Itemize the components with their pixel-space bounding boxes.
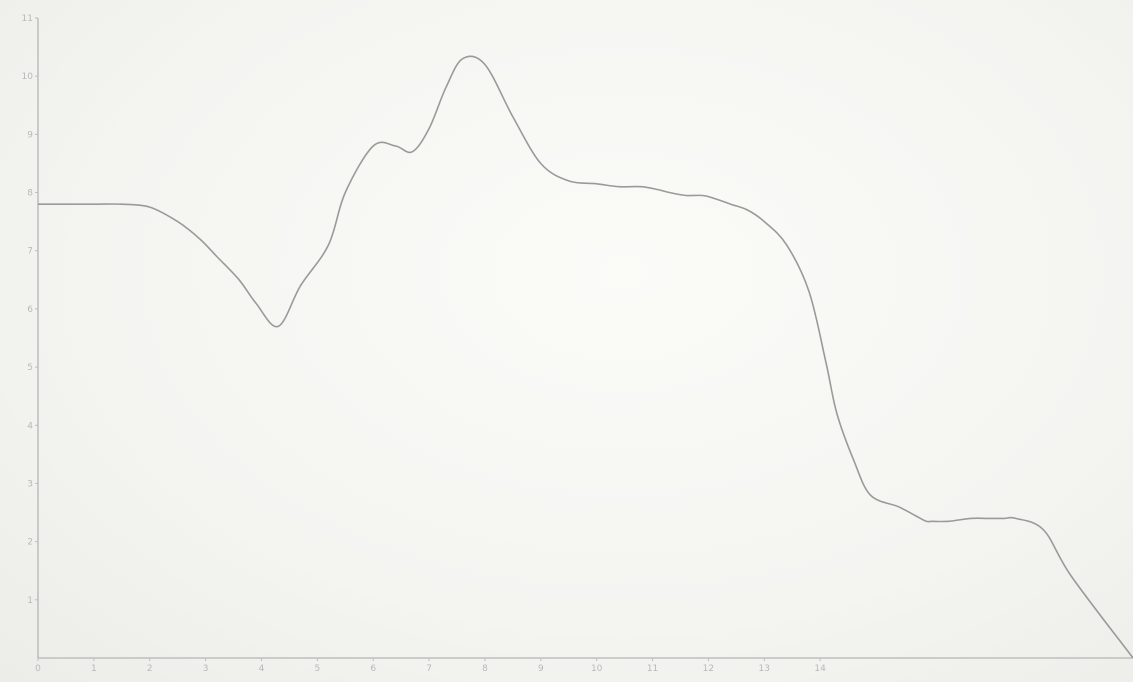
y-tick-label: 11 (22, 14, 33, 24)
series-line (38, 55, 1133, 659)
x-tick-label: 0 (35, 664, 41, 674)
y-tick-label: 10 (22, 72, 34, 82)
y-tick-label: 8 (27, 189, 33, 199)
x-tick-label: 12 (703, 664, 714, 674)
plot-area (38, 55, 1133, 659)
x-tick-label: 11 (647, 664, 658, 674)
x-tick-label: 1 (91, 664, 97, 674)
x-tick-label: 3 (203, 664, 209, 674)
x-tick-label: 7 (426, 664, 432, 674)
y-tick-label: 1 (27, 596, 33, 606)
x-tick-label: 10 (591, 664, 603, 674)
y-tick-label: 2 (27, 538, 33, 548)
y-tick-label: 6 (27, 305, 33, 315)
y-tick-label: 5 (27, 363, 33, 373)
y-tick-label: 9 (27, 130, 33, 140)
x-tick-label: 4 (259, 664, 265, 674)
y-tick-label: 7 (27, 247, 33, 257)
y-tick-label: 4 (27, 421, 33, 431)
x-tick-label: 5 (314, 664, 320, 674)
x-tick-label: 8 (482, 664, 488, 674)
y-tick-label: 3 (27, 479, 33, 489)
x-tick-label: 14 (814, 664, 826, 674)
axes (37, 18, 1133, 659)
x-tick-label: 6 (370, 664, 376, 674)
x-tick-label: 13 (759, 664, 770, 674)
x-tick-label: 2 (147, 664, 153, 674)
x-tick-label: 9 (538, 664, 544, 674)
